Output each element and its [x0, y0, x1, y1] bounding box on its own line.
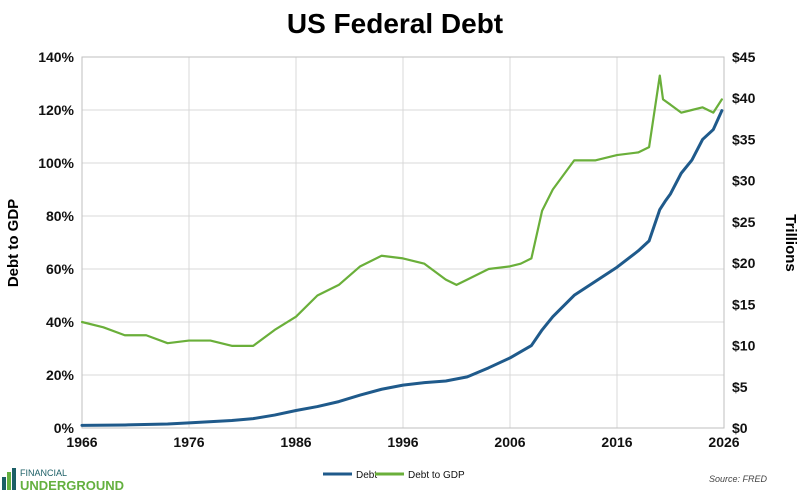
series-lines: [80, 74, 724, 427]
financial-underground-logo: FINANCIAL UNDERGROUND: [2, 468, 124, 492]
x-tick-label: 1986: [280, 434, 311, 450]
y-right-tick-label: $10: [732, 338, 756, 354]
legend-label: Debt to GDP: [408, 470, 465, 481]
y-right-tick-label: $20: [732, 255, 756, 271]
y-right-tick-label: $25: [732, 214, 756, 230]
y-left-tick-label: 40%: [46, 314, 75, 330]
grid-lines: [81, 56, 725, 429]
series-line-debt-to-gdp: [80, 74, 723, 347]
y-left-tick-label: 0%: [54, 420, 75, 436]
y-axis-right-label: Trillions: [782, 214, 799, 272]
legend: Debt Debt to GDP: [323, 470, 465, 481]
y-left-tick-label: 140%: [38, 49, 74, 65]
plot-frame: [81, 56, 725, 429]
chart-title: US Federal Debt: [287, 8, 503, 39]
y-left-tick-label: 80%: [46, 208, 75, 224]
y-left-tick-label: 20%: [46, 367, 75, 383]
y-left-tick-label: 100%: [38, 155, 74, 171]
y-right-tick-label: $35: [732, 131, 756, 147]
svg-text:FINANCIAL: FINANCIAL: [20, 468, 67, 478]
y-axis-left-label: Debt to GDP: [5, 199, 22, 287]
legend-item-debt: Debt: [323, 470, 377, 481]
x-tick-label: 2016: [601, 434, 632, 450]
y-left-tick-label: 120%: [38, 102, 74, 118]
y-right-tick-label: $30: [732, 173, 756, 189]
legend-label: Debt: [356, 470, 377, 481]
y-right-tick-label: $0: [732, 420, 748, 436]
y-left-tick-label: 60%: [46, 261, 75, 277]
x-tick-label: 1976: [173, 434, 204, 450]
svg-text:UNDERGROUND: UNDERGROUND: [20, 478, 124, 492]
x-tick-label: 2006: [494, 434, 525, 450]
axes: [81, 56, 725, 429]
y-right-tick-label: $5: [732, 379, 748, 395]
x-tick-label: 1966: [66, 434, 97, 450]
y-right-tick-label: $45: [732, 49, 756, 65]
y-right-tick-label: $15: [732, 296, 756, 312]
y-right-tick-label: $40: [732, 90, 756, 106]
x-tick-label: 1996: [387, 434, 418, 450]
tick-labels: 0% 20% 40% 60% 80% 100% 120% 140% 1966 1976 1986 19…: [38, 49, 755, 450]
legend-item-debt-to-gdp: Debt to GDP: [375, 470, 465, 481]
series-line-debt: [80, 109, 724, 427]
x-tick-label: 2026: [708, 434, 739, 450]
source-note: Source: FRED: [708, 474, 767, 484]
